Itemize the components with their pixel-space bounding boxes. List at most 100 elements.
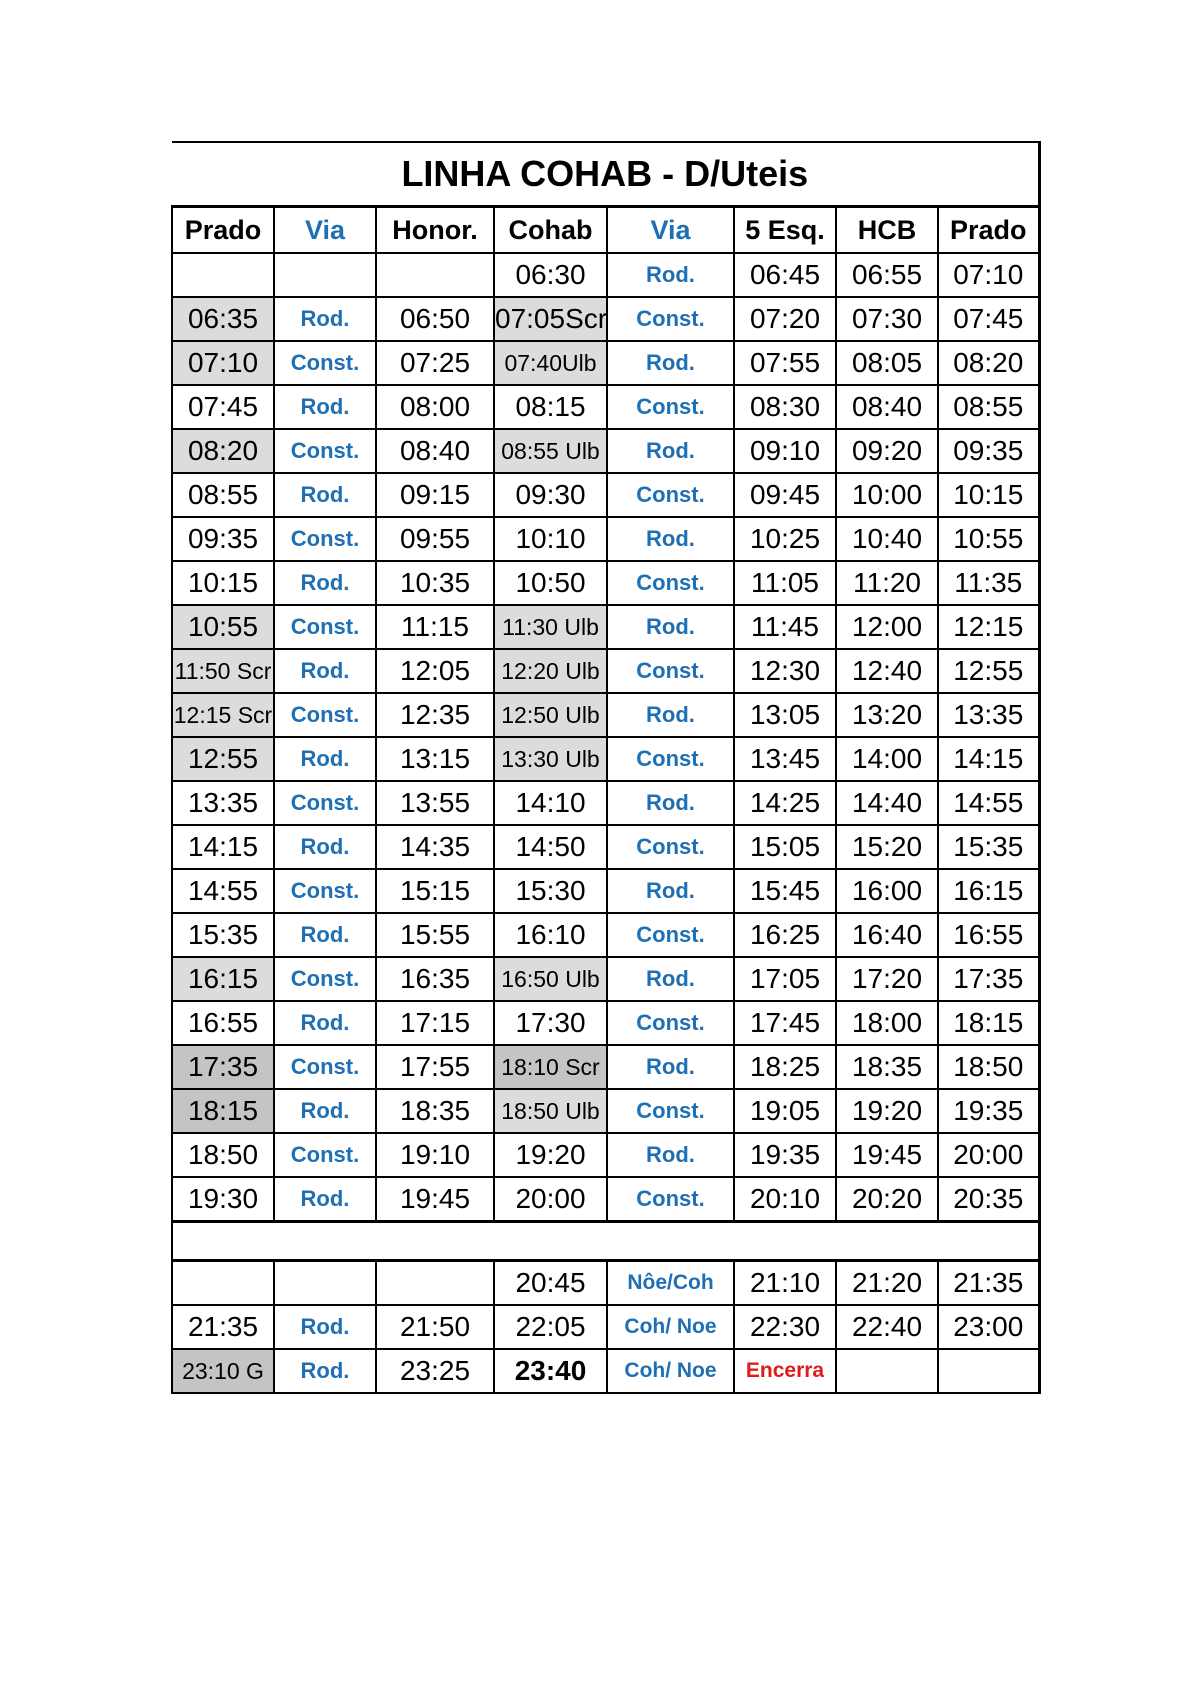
- cell-hcb: 19:45: [835, 1132, 939, 1178]
- table-row: 07:10 Const. 07:25 07:40Ulb Rod. 07:55 08:05 08…: [171, 340, 1041, 386]
- cell-via-return: Rod.: [606, 956, 735, 1002]
- cell-cohab: 09:30: [493, 472, 608, 518]
- cell-cohab: 20:00: [493, 1176, 608, 1223]
- cell-via-return: Rod.: [606, 780, 735, 826]
- cell-prado-start: 11:50 Scr: [171, 648, 275, 694]
- table-row: 11:50 Scr Rod. 12:05 12:20 Ulb Const. 12:30 12…: [171, 648, 1041, 694]
- cell-via-return: Const.: [606, 824, 735, 870]
- cell-prado-end: 21:35: [936, 1259, 1041, 1306]
- cell-honor: 16:35: [375, 956, 495, 1002]
- cell-via-return: Rod.: [606, 340, 735, 386]
- cell-prado-start: 14:55: [171, 868, 275, 914]
- cell-cohab: 11:30 Ulb: [493, 604, 608, 650]
- table-row: 06:30 Rod. 06:45 06:55 07:10: [171, 252, 1041, 298]
- table-row: 06:35 Rod. 06:50 07:05Scr Const. 07:20 07:30 07…: [171, 296, 1041, 342]
- cell-5-esq: 21:10: [733, 1259, 837, 1306]
- cell-5-esq: 22:30: [733, 1304, 837, 1350]
- cell-honor: 09:55: [375, 516, 495, 562]
- cell-honor: 14:35: [375, 824, 495, 870]
- cell-prado-start: 21:35: [171, 1304, 275, 1350]
- cell-5-esq: 11:05: [733, 560, 837, 606]
- cell-prado-end: 18:50: [936, 1044, 1041, 1090]
- cell-hcb: 17:20: [835, 956, 939, 1002]
- cell-honor: 17:15: [375, 1000, 495, 1046]
- cell-prado-end: 20:35: [936, 1176, 1041, 1223]
- cell-via-return: Const.: [606, 296, 735, 342]
- cell-honor: 07:25: [375, 340, 495, 386]
- cell-prado-end: 10:15: [936, 472, 1041, 518]
- cell-hcb: 13:20: [835, 692, 939, 738]
- cell-hcb: 15:20: [835, 824, 939, 870]
- cell-5-esq: 20:10: [733, 1176, 837, 1223]
- cell-via-return: Rod.: [606, 252, 735, 298]
- cell-via-outbound: Const.: [273, 780, 377, 826]
- cell-hcb: [835, 1348, 939, 1394]
- cell-via-return: Rod.: [606, 868, 735, 914]
- header-via-return: Via: [606, 205, 735, 254]
- cell-prado-start: 16:55: [171, 1000, 275, 1046]
- header-row: Prado Via Honor. Cohab Via 5 Esq. HCB Pr…: [171, 205, 1041, 254]
- cell-via-return: Coh/ Noe: [606, 1304, 735, 1350]
- table-row: 19:30 Rod. 19:45 20:00 Const. 20:10 20:20 20:35: [171, 1176, 1041, 1223]
- cell-via-return: Const.: [606, 912, 735, 958]
- cell-cohab: 14:50: [493, 824, 608, 870]
- cell-prado-end: 12:55: [936, 648, 1041, 694]
- cell-honor: 09:15: [375, 472, 495, 518]
- table-row: 23:10 G Rod. 23:25 23:40 Coh/ Noe Encerra: [171, 1348, 1041, 1394]
- cell-prado-end: 08:20: [936, 340, 1041, 386]
- table-row: 10:15 Rod. 10:35 10:50 Const. 11:05 11:20 11:35: [171, 560, 1041, 606]
- cell-cohab: 06:30: [493, 252, 608, 298]
- cell-via-return: Const.: [606, 384, 735, 430]
- cell-via-outbound: Rod.: [273, 296, 377, 342]
- cell-via-outbound: [273, 252, 377, 298]
- cell-cohab: 07:05Scr: [493, 296, 608, 342]
- cell-prado-end: 13:35: [936, 692, 1041, 738]
- cell-hcb: 19:20: [835, 1088, 939, 1134]
- cell-hcb: 07:30: [835, 296, 939, 342]
- cell-prado-start: 07:45: [171, 384, 275, 430]
- cell-via-return: Rod.: [606, 604, 735, 650]
- cell-honor: 10:35: [375, 560, 495, 606]
- cell-cohab: 19:20: [493, 1132, 608, 1178]
- cell-hcb: 09:20: [835, 428, 939, 474]
- cell-honor: 11:15: [375, 604, 495, 650]
- cell-via-return: Const.: [606, 1176, 735, 1223]
- cell-5-esq: 19:35: [733, 1132, 837, 1178]
- header-via-outbound: Via: [273, 205, 377, 254]
- cell-hcb: 10:40: [835, 516, 939, 562]
- cell-cohab: 23:40: [493, 1348, 608, 1394]
- cell-prado-end: 12:15: [936, 604, 1041, 650]
- table-row: 18:15 Rod. 18:35 18:50 Ulb Const. 19:05 19:20 1…: [171, 1088, 1041, 1134]
- cell-5-esq: 11:45: [733, 604, 837, 650]
- header-honor: Honor.: [375, 205, 495, 254]
- cell-cohab: 10:10: [493, 516, 608, 562]
- cell-via-outbound: Const.: [273, 1132, 377, 1178]
- cell-5-esq: 06:45: [733, 252, 837, 298]
- cell-5-esq: 18:25: [733, 1044, 837, 1090]
- cell-cohab: 22:05: [493, 1304, 608, 1350]
- cell-hcb: 11:20: [835, 560, 939, 606]
- table-row: 13:35 Const. 13:55 14:10 Rod. 14:25 14:40 14:55: [171, 780, 1041, 826]
- cell-cohab: 15:30: [493, 868, 608, 914]
- cell-cohab: 18:50 Ulb: [493, 1088, 608, 1134]
- cell-hcb: 06:55: [835, 252, 939, 298]
- cell-prado-end: 09:35: [936, 428, 1041, 474]
- cell-honor: 12:35: [375, 692, 495, 738]
- cell-5-esq: 07:20: [733, 296, 837, 342]
- cell-via-outbound: Const.: [273, 956, 377, 1002]
- cell-honor: 18:35: [375, 1088, 495, 1134]
- cell-cohab: 20:45: [493, 1259, 608, 1306]
- cell-hcb: 22:40: [835, 1304, 939, 1350]
- cell-5-esq: 13:05: [733, 692, 837, 738]
- cell-prado-start: 18:50: [171, 1132, 275, 1178]
- cell-via-outbound: Rod.: [273, 560, 377, 606]
- cell-5-esq: 09:45: [733, 472, 837, 518]
- cell-honor: 15:55: [375, 912, 495, 958]
- table-row: 15:35 Rod. 15:55 16:10 Const. 16:25 16:40 16:55: [171, 912, 1041, 958]
- cell-via-outbound: Const.: [273, 1044, 377, 1090]
- cell-honor: 12:05: [375, 648, 495, 694]
- cell-prado-end: 18:15: [936, 1000, 1041, 1046]
- header-5-esq: 5 Esq.: [733, 205, 837, 254]
- cell-prado-start: [171, 252, 275, 298]
- table-row: 16:15 Const. 16:35 16:50 Ulb Rod. 17:05 17:20 1…: [171, 956, 1041, 1002]
